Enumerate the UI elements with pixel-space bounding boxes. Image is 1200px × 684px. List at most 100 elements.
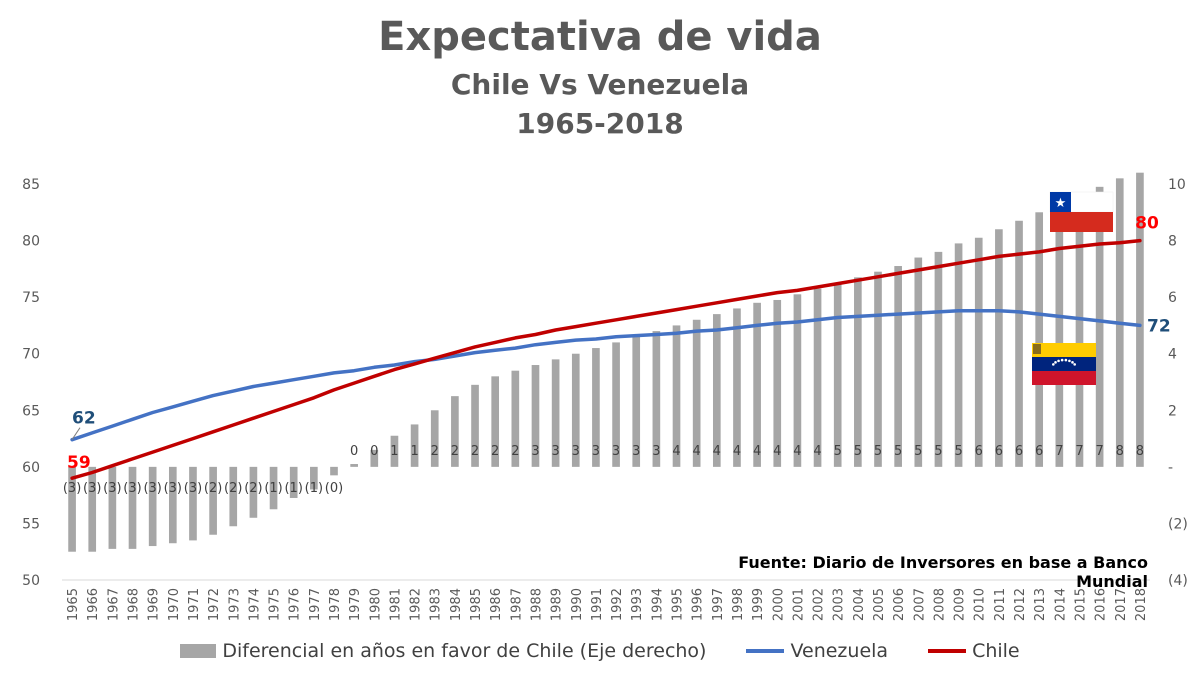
legend-label-chile: Chile: [972, 640, 1020, 662]
x-tick-label: 1992: [610, 588, 625, 621]
bar-value-label: 3: [531, 444, 539, 459]
x-tick-label: 2015: [1073, 588, 1088, 621]
x-tick-label: 1972: [207, 588, 222, 621]
x-tick-label: 2013: [1033, 588, 1048, 621]
bar-value-label: 2: [471, 444, 479, 459]
diff-bar: [189, 466, 197, 541]
x-tick-label: 1994: [650, 588, 665, 621]
legend-label-bars: Diferencial en años en favor de Chile (E…: [222, 640, 707, 662]
x-tick-label: 1971: [187, 588, 202, 621]
x-tick-label: 1973: [227, 588, 242, 621]
diff-bar: [793, 294, 802, 467]
x-tick-label: 2003: [832, 588, 847, 621]
diff-bar: [350, 464, 358, 467]
venezuela-flag-star: [1068, 359, 1071, 363]
diff-bar: [672, 325, 681, 467]
venezuela-flag-star: [1073, 363, 1076, 366]
diff-bar: [430, 410, 439, 467]
diff-bar: [692, 319, 701, 467]
bar-value-label: (3): [164, 481, 182, 496]
bar-value-label: 4: [793, 444, 801, 459]
x-tick-label: 1993: [630, 588, 645, 621]
chart-title-block: Expectativa de vida Chile Vs Venezuela 1…: [0, 8, 1200, 144]
diff-bar: [148, 466, 157, 547]
diff-bar: [652, 331, 661, 467]
diff-bar: [894, 266, 902, 467]
diff-bar: [551, 359, 560, 467]
bar-value-label: (1): [284, 481, 302, 496]
source-note: Fuente: Diario de Inversores en base a B…: [738, 553, 1148, 591]
x-tick-label: 2009: [953, 588, 968, 621]
bar-value-label: 3: [551, 444, 559, 459]
diff-bar: [1136, 172, 1144, 467]
bar-value-label: 5: [934, 444, 942, 459]
x-tick-label: 2011: [993, 588, 1008, 621]
x-tick-label: 2012: [1013, 588, 1028, 621]
diff-bar: [128, 466, 137, 549]
x-tick-label: 2017: [1114, 588, 1129, 621]
diff-bar: [813, 288, 822, 467]
x-tick-label: 2002: [812, 588, 827, 621]
y-right-tick-label: 4: [1168, 347, 1177, 363]
bar-value-label: 6: [995, 444, 1003, 459]
chile-start-label: 59: [67, 453, 91, 473]
bar-value-label: 2: [511, 444, 519, 459]
x-tick-label: 1970: [167, 588, 182, 621]
legend-swatch-chile: [928, 649, 967, 653]
diff-bar: [1055, 203, 1064, 467]
y-right-tick-label: 8: [1168, 234, 1177, 250]
x-tick-label: 1965: [66, 588, 81, 621]
x-tick-label: 2004: [852, 588, 867, 621]
venezuela-flag-star: [1057, 359, 1060, 363]
x-tick-label: 1989: [550, 588, 565, 621]
bar-value-label: 5: [874, 444, 882, 459]
venezuela-start-leader: [71, 427, 81, 440]
x-tick-label: 2010: [973, 588, 988, 621]
diff-bar: [229, 466, 238, 527]
venezuela-flag-star: [1064, 358, 1068, 362]
y-left-tick-label: 65: [22, 403, 40, 419]
venezuela-flag-yellow: [1032, 343, 1096, 357]
diff-bar: [511, 370, 520, 467]
x-tick-label: 1978: [328, 588, 343, 621]
x-tick-label: 1990: [570, 588, 585, 621]
x-tick-label: 1998: [731, 588, 746, 621]
bar-value-label: 4: [773, 444, 781, 459]
chart-legend: Diferencial en años en favor de Chile (E…: [0, 640, 1200, 662]
x-tick-label: 1987: [509, 588, 524, 621]
y-right-tick-label: 6: [1168, 290, 1177, 306]
y-right-tick-label: (4): [1168, 573, 1188, 589]
diff-bar: [954, 243, 963, 467]
legend-item-bars: Diferencial en años en favor de Chile (E…: [180, 640, 706, 662]
bar-value-label: (1): [264, 481, 282, 496]
legend-item-venezuela: Venezuela: [746, 640, 888, 662]
bar-value-label: 5: [854, 444, 862, 459]
diff-bar: [592, 348, 600, 467]
x-tick-label: 2018: [1134, 588, 1149, 621]
diff-bar: [712, 314, 721, 467]
bar-value-label: 5: [894, 444, 902, 459]
x-tick-label: 1976: [288, 588, 303, 621]
x-tick-label: 1974: [247, 588, 262, 621]
x-tick-label: 1969: [147, 588, 162, 621]
bar-value-label: (3): [143, 481, 161, 496]
bar-value-label: (3): [63, 481, 81, 496]
bar-value-label: 6: [975, 444, 983, 459]
bar-value-label: 0: [370, 444, 378, 459]
bar-value-label: 4: [813, 444, 821, 459]
y-left-tick-label: 60: [22, 460, 40, 476]
venezuela-flag-star: [1071, 361, 1074, 364]
x-tick-label: 1967: [106, 588, 121, 621]
x-tick-label: 1999: [751, 588, 766, 621]
diff-bar: [471, 384, 479, 467]
y-right-tick-label: 2: [1168, 403, 1177, 419]
diff-bar: [1075, 195, 1084, 467]
bar-value-label: 8: [1136, 444, 1144, 459]
legend-item-chile: Chile: [928, 640, 1020, 662]
diff-bar: [289, 466, 298, 498]
diff-bar: [390, 435, 399, 467]
diff-bar: [249, 466, 258, 518]
bar-value-label: (0): [325, 481, 343, 496]
bar-value-label: 2: [431, 444, 439, 459]
